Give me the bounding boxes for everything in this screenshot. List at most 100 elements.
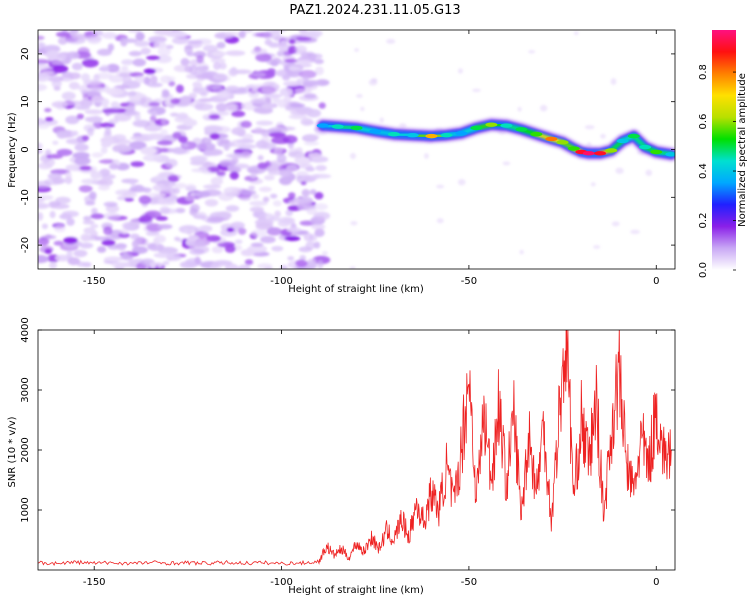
chart-title: PAZ1.2024.231.11.05.G13: [289, 3, 460, 18]
heatmap-noise-blob: [153, 41, 167, 49]
heatmap-noise-blob: [118, 72, 131, 78]
heatmap-noise-blob: [53, 86, 61, 91]
heatmap-noise-blob: [103, 226, 113, 236]
heatmap-noise-blob: [193, 191, 211, 198]
heatmap-noise-blob: [314, 58, 324, 65]
heatmap-noise-blob: [143, 76, 151, 85]
heatmap-noise-blob: [66, 51, 80, 60]
heatmap-noise-blob: [46, 154, 63, 159]
heatmap-noise-blob: [99, 168, 111, 176]
heatmap-noise-blob: [276, 50, 284, 57]
heatmap-noise-blob: [44, 108, 52, 113]
heatmap-noise-blob: [196, 55, 204, 64]
heatmap-noise-blob: [98, 178, 114, 187]
heatmap-noise-blob: [147, 242, 157, 249]
heatmap-noise-blob: [146, 133, 165, 140]
heatmap-noise-blob: [82, 261, 92, 268]
heatmap-noise-blob: [314, 66, 324, 76]
heatmap-noise-blob: [162, 196, 176, 204]
heatmap-noise-blob: [61, 210, 79, 218]
heatmap-noise-blob: [175, 207, 186, 214]
heatmap-noise-blob: [156, 54, 172, 64]
heatmap-noise-blob: [223, 143, 230, 151]
heatmap-signal-peak: [639, 144, 652, 150]
heatmap-noise-blob: [186, 51, 196, 57]
heatmap-noise-blob: [193, 155, 208, 163]
heatmap-signal-peak: [594, 151, 607, 156]
heatmap-noise-blob: [58, 54, 67, 62]
heatmap-noise-blob: [99, 64, 110, 73]
heatmap-noise-blob: [74, 143, 89, 152]
heatmap-noise-blob: [264, 266, 273, 269]
heatmap-noise-blob: [379, 117, 384, 123]
heatmap-noise-blob: [151, 110, 158, 117]
heatmap-noise-blob: [288, 38, 296, 45]
heatmap-noise-blob: [190, 160, 206, 166]
heatmap-noise-blob: [91, 95, 105, 103]
heatmap-noise-blob: [188, 92, 197, 100]
x-tick-label: 0: [653, 276, 659, 287]
heatmap-noise-blob: [267, 171, 282, 176]
heatmap-signal-peak: [369, 129, 382, 134]
heatmap-signal-peak: [556, 140, 569, 145]
heatmap-noise-blob: [160, 75, 172, 84]
heatmap-noise-blob: [102, 32, 117, 39]
heatmap-noise-blob: [52, 64, 69, 74]
heatmap-noise-blob: [293, 265, 314, 269]
heatmap-noise-blob: [53, 240, 64, 246]
heatmap-noise-blob: [184, 194, 196, 202]
heatmap-noise-blob: [574, 31, 579, 36]
heatmap-noise-blob: [38, 42, 46, 48]
y-tick-label: 1000: [20, 497, 31, 522]
heatmap-noise-blob: [66, 249, 73, 259]
heatmap-noise-blob: [194, 65, 209, 72]
heatmap-noise-blob: [232, 69, 252, 75]
heatmap-noise-blob: [91, 207, 98, 215]
heatmap-noise-blob: [194, 231, 210, 239]
heatmap-noise-blob: [170, 98, 181, 105]
heatmap-noise-blob: [182, 143, 189, 148]
heatmap-noise-blob: [250, 229, 268, 238]
heatmap-noise-blob: [274, 146, 283, 156]
heatmap-noise-blob: [176, 112, 189, 120]
heatmap-noise-blob: [248, 89, 260, 99]
heatmap-noise-blob: [240, 249, 255, 257]
x-tick-label: -100: [270, 276, 293, 287]
heatmap-noise-blob: [79, 242, 94, 249]
heatmap-noise-blob: [132, 119, 151, 128]
heatmap-noise-blob: [264, 174, 275, 181]
heatmap-noise-blob: [112, 134, 127, 142]
heatmap-noise-blob: [211, 246, 224, 254]
heatmap-noise-blob: [248, 168, 259, 174]
heatmap-noise-blob: [254, 126, 263, 134]
heatmap-noise-blob: [301, 188, 310, 197]
heatmap-noise-blob: [98, 184, 110, 191]
heatmap-noise-blob: [287, 70, 301, 78]
heatmap-noise-blob: [225, 103, 237, 112]
heatmap-noise-blob: [239, 196, 251, 201]
heatmap-noise-blob: [157, 140, 173, 146]
heatmap-noise-blob: [173, 182, 187, 189]
heatmap-y-axis-label: Frequency (Hz): [7, 112, 18, 188]
heatmap-noise-blob: [129, 233, 140, 240]
heatmap-noise-blob: [129, 178, 136, 186]
heatmap-noise-blob: [135, 187, 152, 192]
heatmap-noise-blob: [81, 58, 99, 68]
heatmap-noise-blob: [241, 151, 252, 159]
heatmap-noise-blob: [212, 260, 233, 266]
heatmap-noise-blob: [104, 126, 112, 136]
heatmap-noise-blob: [65, 138, 84, 145]
heatmap-noise-blob: [161, 117, 168, 126]
heatmap-noise-blob: [65, 164, 85, 172]
heatmap-noise-blob: [49, 210, 56, 219]
heatmap-noise-blob: [175, 84, 184, 94]
heatmap-noise-blob: [38, 124, 50, 129]
heatmap-noise-blob: [255, 222, 274, 230]
heatmap-noise-blob: [203, 125, 223, 133]
heatmap-noise-blob: [186, 73, 200, 80]
heatmap-noise-blob: [103, 256, 123, 262]
heatmap-noise-blob: [200, 92, 208, 97]
heatmap-noise-blob: [202, 44, 218, 52]
heatmap-noise-blob: [208, 114, 221, 120]
heatmap-noise-blob: [70, 130, 79, 137]
